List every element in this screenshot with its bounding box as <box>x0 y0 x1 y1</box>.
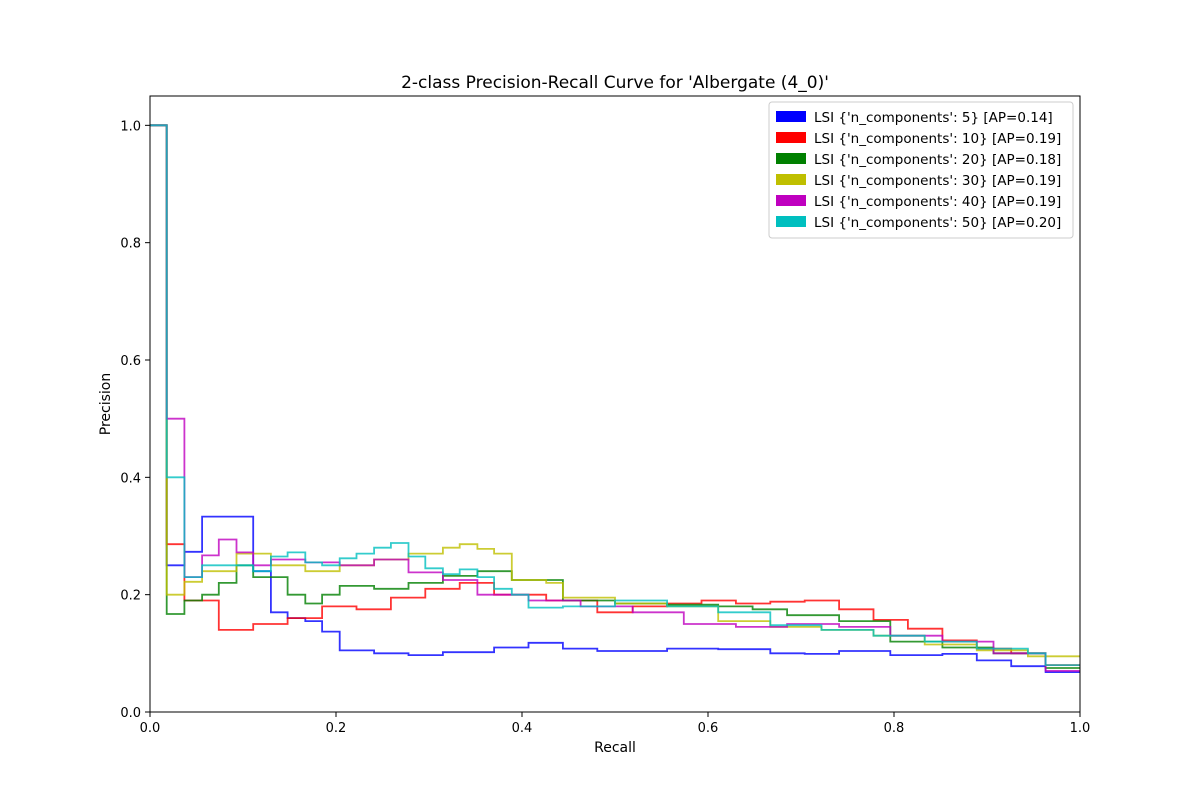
legend-entry-label: LSI {'n_components': 40} [AP=0.19] <box>814 194 1061 210</box>
legend-swatch <box>776 216 806 227</box>
series-layer <box>150 124 1080 673</box>
series-line-6 <box>150 124 1080 666</box>
y-tick-label: 0.6 <box>120 354 141 369</box>
legend-entry-label: LSI {'n_components': 20} [AP=0.18] <box>814 152 1061 168</box>
y-axis: 0.0 0.2 0.4 0.6 0.8 1.0 <box>120 119 150 721</box>
legend-swatch <box>776 111 806 122</box>
x-axis-label: Recall <box>594 740 636 756</box>
x-axis: 0.0 0.2 0.4 0.6 0.8 1.0 <box>140 712 1091 736</box>
y-tick-label: 0.2 <box>120 589 141 604</box>
series-line-2 <box>150 124 1080 666</box>
x-tick-label: 0.8 <box>884 721 905 736</box>
y-tick-label: 1.0 <box>120 119 141 134</box>
legend-swatch <box>776 132 806 143</box>
legend-swatch <box>776 195 806 206</box>
y-axis-label: Precision <box>98 373 114 435</box>
x-tick-label: 1.0 <box>1070 721 1091 736</box>
plot-frame <box>149 95 1081 713</box>
x-tick-label: 0.4 <box>512 721 533 736</box>
y-tick-label: 0.4 <box>120 471 141 486</box>
legend-entry-label: LSI {'n_components': 5} [AP=0.14] <box>814 110 1053 126</box>
x-tick-label: 0.6 <box>698 721 719 736</box>
legend-box <box>768 101 1074 239</box>
legend-entry-label: LSI {'n_components': 50} [AP=0.20] <box>814 215 1061 231</box>
series-line-3 <box>150 124 1080 669</box>
x-tick-label: 0.2 <box>326 721 347 736</box>
y-tick-label: 0.8 <box>120 237 141 252</box>
legend-entry-label: LSI {'n_components': 30} [AP=0.19] <box>814 173 1061 189</box>
legend: LSI {'n_components': 5} [AP=0.14] LSI {'n… <box>768 101 1074 239</box>
legend-swatch <box>776 153 806 164</box>
series-line-5 <box>150 124 1080 672</box>
chart-title: 2-class Precision-Recall Curve for 'Albe… <box>401 73 829 93</box>
y-tick-label: 0.0 <box>120 706 141 721</box>
legend-swatch <box>776 174 806 185</box>
legend-entry-label: LSI {'n_components': 10} [AP=0.19] <box>814 131 1061 147</box>
x-tick-label: 0.0 <box>140 721 161 736</box>
